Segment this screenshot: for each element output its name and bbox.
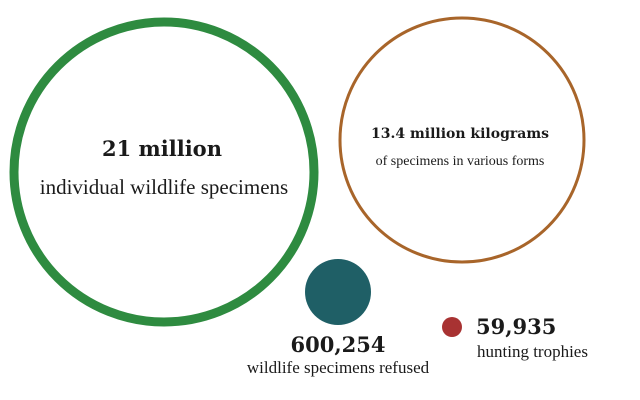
specimens-caption: individual wildlife specimens <box>40 175 288 199</box>
kilograms-caption: of specimens in various forms <box>376 154 545 169</box>
bubble-refused <box>305 259 371 325</box>
bubble-trophies <box>442 317 462 337</box>
refused-value-label: 600,254 <box>291 332 386 357</box>
bubble-kilograms <box>338 16 586 264</box>
specimens-value-label: 21 million <box>102 136 222 161</box>
trophies-value-label: 59,935 <box>476 314 556 339</box>
bubble-specimens <box>9 17 319 327</box>
refused-caption: wildlife specimens refused <box>247 358 430 377</box>
trophies-caption: hunting trophies <box>477 342 588 361</box>
kilograms-value-label: 13.4 million kilograms <box>371 126 549 142</box>
